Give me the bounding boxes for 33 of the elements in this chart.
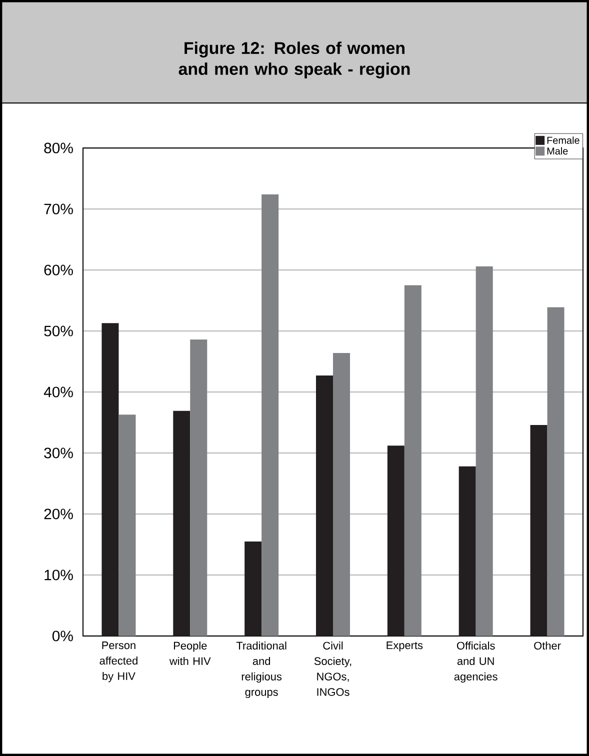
x-tick-label: People with HIV bbox=[169, 642, 211, 665]
y-tick-label: 40% bbox=[44, 386, 73, 398]
x-tick-label: Experts bbox=[386, 642, 423, 652]
y-tick-label: 0% bbox=[52, 630, 73, 642]
bar bbox=[173, 410, 190, 636]
bar bbox=[244, 541, 262, 636]
y-tick-label: 60% bbox=[44, 264, 73, 276]
bar bbox=[530, 424, 548, 636]
bar bbox=[102, 323, 119, 636]
x-tick-label: Other bbox=[534, 642, 561, 650]
x-tick-label: Person affected by HIV bbox=[100, 642, 138, 682]
bar bbox=[404, 285, 422, 636]
x-tick-label: Officials and UN agencies bbox=[454, 642, 498, 683]
y-tick-label: 80% bbox=[44, 142, 73, 154]
bar bbox=[387, 446, 404, 636]
y-tick-label: 50% bbox=[44, 326, 73, 336]
y-tick-label: 70% bbox=[44, 204, 73, 214]
y-tick-label: 10% bbox=[44, 570, 73, 580]
y-tick-label: 30% bbox=[44, 448, 73, 458]
legend-label: Male bbox=[547, 147, 568, 155]
bar bbox=[332, 352, 350, 636]
chart-title: Figure 12: Roles of women and men who speak - region bbox=[178, 42, 410, 78]
bar bbox=[190, 340, 208, 636]
bar bbox=[316, 376, 333, 636]
bar bbox=[547, 307, 564, 636]
bar bbox=[458, 466, 476, 636]
bar bbox=[118, 414, 136, 636]
x-tick-label: Civil Society, NGOs, INGOs bbox=[314, 642, 352, 696]
bar bbox=[476, 266, 493, 636]
legend-label: Female bbox=[547, 136, 580, 144]
x-tick-label: Traditional and religious groups bbox=[236, 642, 286, 698]
y-tick-label: 20% bbox=[44, 508, 73, 520]
bar bbox=[262, 194, 279, 636]
